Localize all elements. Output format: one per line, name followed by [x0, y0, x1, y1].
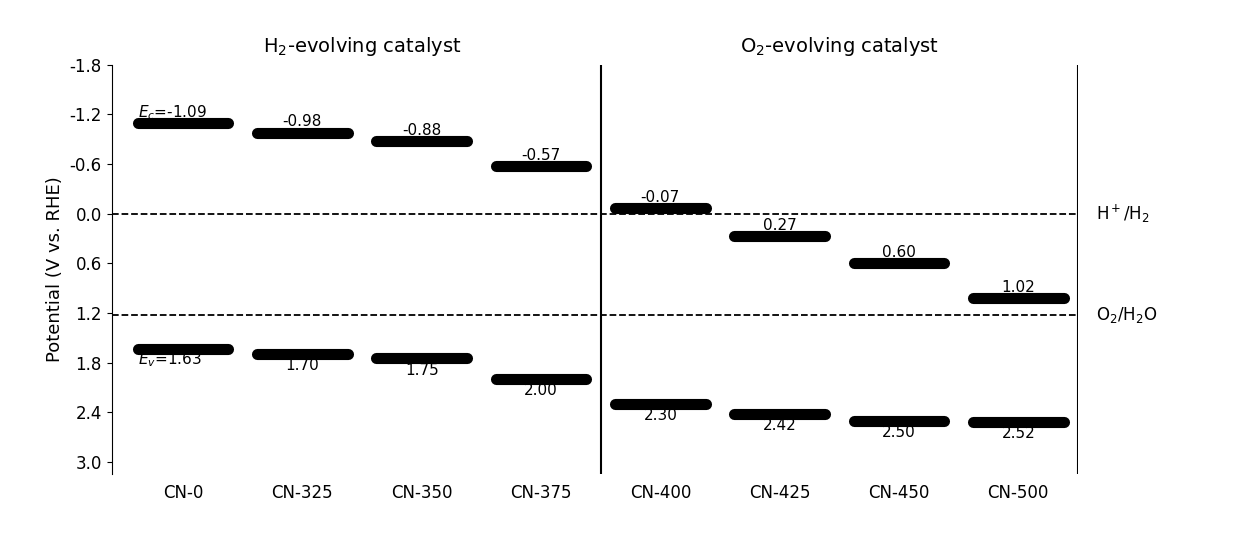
- Text: 0.27: 0.27: [763, 218, 797, 233]
- Text: $E_v$=1.63: $E_v$=1.63: [138, 351, 202, 369]
- Text: 1.70: 1.70: [285, 358, 320, 374]
- Text: 2.30: 2.30: [643, 408, 678, 423]
- Text: -0.07: -0.07: [641, 190, 680, 205]
- Text: 2.50: 2.50: [882, 425, 916, 440]
- Text: O$_2$-evolving catalyst: O$_2$-evolving catalyst: [740, 35, 939, 58]
- Text: 1.02: 1.02: [1001, 280, 1035, 295]
- Text: 2.42: 2.42: [763, 418, 797, 433]
- Text: 2.00: 2.00: [524, 383, 558, 398]
- Text: O$_2$/H$_2$O: O$_2$/H$_2$O: [1095, 306, 1157, 326]
- Text: H$_2$-evolving catalyst: H$_2$-evolving catalyst: [263, 35, 461, 58]
- Text: -0.88: -0.88: [403, 122, 441, 137]
- Text: $E_c$=-1.09: $E_c$=-1.09: [138, 103, 207, 122]
- Text: H$^+$/H$_2$: H$^+$/H$_2$: [1095, 203, 1150, 225]
- Text: 0.60: 0.60: [882, 245, 916, 260]
- Text: -0.57: -0.57: [522, 148, 561, 163]
- Text: 2.52: 2.52: [1001, 426, 1035, 441]
- Y-axis label: Potential (V vs. RHE): Potential (V vs. RHE): [46, 177, 64, 362]
- Text: 1.75: 1.75: [405, 363, 439, 377]
- Text: -0.98: -0.98: [282, 114, 322, 129]
